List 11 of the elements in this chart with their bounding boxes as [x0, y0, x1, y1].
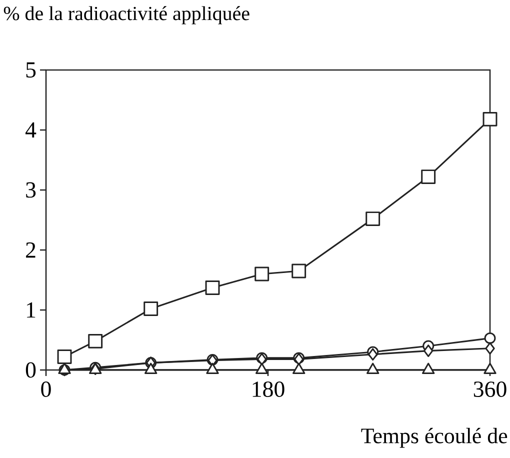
y-tick-label: 0	[26, 362, 36, 378]
y-tick-label: 1	[27, 302, 36, 318]
x-tick-label: 0	[41, 381, 51, 397]
x-tick-label: 360	[474, 381, 506, 397]
y-tick-label: 2	[26, 242, 36, 258]
y-tick-label: 5	[26, 62, 36, 78]
x-axis-title: Temps écoulé de	[361, 428, 508, 448]
y-axis-title: % de la radioactivité appliquée	[4, 6, 250, 24]
y-tick-label: 4	[25, 122, 36, 138]
x-tick-label: 180	[252, 381, 284, 397]
y-tick-label: 3	[26, 182, 36, 198]
